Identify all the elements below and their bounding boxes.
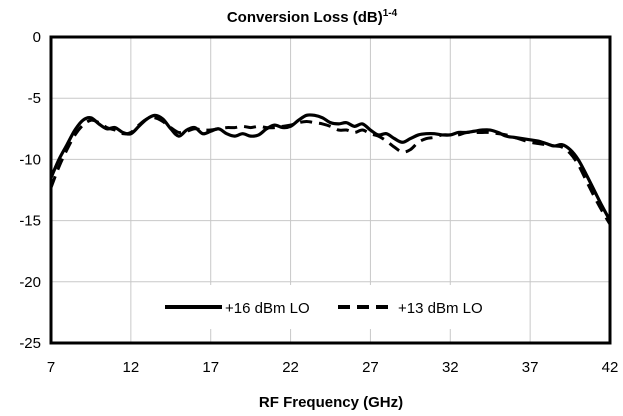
x-tick-labels: 7 12 17 22 27 32 37 42 (47, 359, 619, 376)
legend-label-16dbm: +16 dBm LO (225, 300, 310, 317)
y-tick-label: -25 (19, 335, 41, 352)
chart-title-superscript: 1-4 (383, 8, 398, 19)
x-axis-title: RF Frequency (GHz) (259, 394, 403, 411)
x-tick-label: 27 (362, 359, 379, 376)
y-tick-label: -5 (28, 90, 41, 107)
legend-label-13dbm: +13 dBm LO (398, 300, 483, 317)
y-tick-label: -15 (19, 213, 41, 230)
chart-title: Conversion Loss (dB)1-4 (227, 8, 398, 26)
x-tick-label: 42 (602, 359, 619, 376)
grid-lines (51, 37, 610, 343)
y-tick-label: -10 (19, 151, 41, 168)
x-tick-label: 17 (202, 359, 219, 376)
y-tick-label: -20 (19, 274, 41, 291)
chart-title-main: Conversion Loss (dB) (227, 9, 383, 26)
x-tick-label: 32 (442, 359, 459, 376)
series-lines (49, 113, 612, 226)
x-tick-label: 7 (47, 359, 55, 376)
y-tick-labels: 0 -5 -10 -15 -20 -25 (19, 29, 41, 352)
series-line-13dbm-lo (49, 116, 612, 226)
legend: +16 dBm LO +13 dBm LO (150, 285, 510, 329)
series-line-16dbm-lo (49, 113, 612, 222)
x-tick-label: 22 (282, 359, 299, 376)
y-tick-label: 0 (33, 29, 41, 46)
x-tick-label: 12 (123, 359, 140, 376)
plot-frame (49, 35, 612, 345)
x-tick-label: 37 (522, 359, 539, 376)
